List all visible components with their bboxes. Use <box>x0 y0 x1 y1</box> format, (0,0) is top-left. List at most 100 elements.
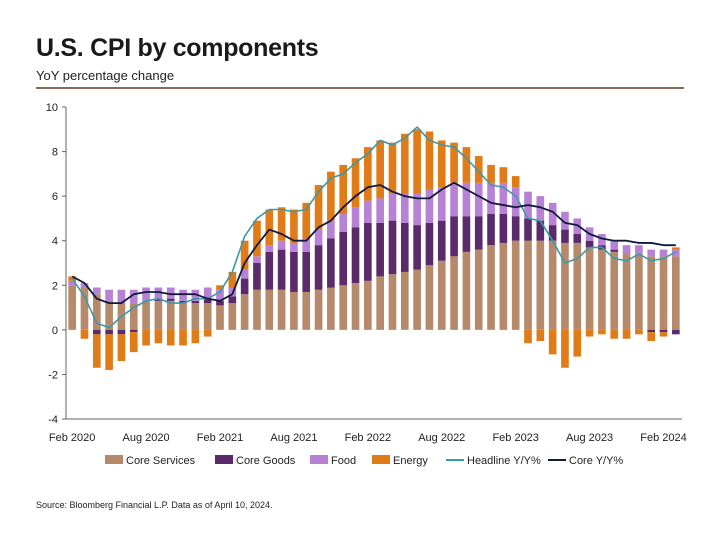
bar-core-goods <box>154 298 163 301</box>
bar-core-services <box>647 256 656 330</box>
legend-label: Energy <box>393 455 428 467</box>
bar-core-goods <box>129 329 138 333</box>
bar-food <box>203 287 212 299</box>
bar-food <box>216 289 224 301</box>
bar-core-services <box>179 303 187 330</box>
bar-core-services <box>216 305 224 330</box>
bar-energy <box>536 329 545 341</box>
bar-food <box>68 280 76 286</box>
legend-label: Core Y/Y% <box>569 455 623 467</box>
bar-core-services <box>92 294 101 330</box>
x-tick-label: Feb 2021 <box>197 432 243 444</box>
bar-core-services <box>487 245 495 330</box>
bar-core-services <box>142 300 150 330</box>
y-tick-label: 0 <box>52 325 58 337</box>
bar-food <box>314 229 323 246</box>
bar-energy <box>437 140 446 188</box>
y-tick-label: -4 <box>48 414 58 426</box>
y-tick-label: 4 <box>52 236 58 248</box>
bar-core-goods <box>511 216 520 241</box>
bar-core-goods <box>561 229 569 243</box>
bar-energy <box>585 329 594 337</box>
bar-energy <box>129 332 138 353</box>
bar-energy <box>216 285 224 290</box>
title-rule <box>36 87 684 89</box>
chart-title: U.S. CPI by components <box>36 34 319 62</box>
bar-core-services <box>166 300 175 330</box>
bar-food <box>142 287 150 301</box>
bar-core-goods <box>228 296 237 304</box>
bar-food <box>672 249 680 257</box>
bar-food <box>450 182 458 217</box>
bar-food <box>388 193 397 221</box>
bar-energy <box>388 142 397 194</box>
bar-core-services <box>585 247 594 330</box>
bar-energy <box>277 207 286 241</box>
bar-core-goods <box>216 300 224 306</box>
bar-core-services <box>573 242 582 330</box>
lines <box>71 126 677 329</box>
bar-food <box>647 249 656 257</box>
bar-food <box>364 200 372 223</box>
bar-energy <box>450 142 458 183</box>
bar-energy <box>400 133 409 194</box>
bar-core-services <box>672 256 680 330</box>
y-tick-label: 2 <box>52 280 58 292</box>
bar-core-services <box>622 254 631 330</box>
bar-core-goods <box>166 298 175 301</box>
bar-core-services <box>265 289 274 330</box>
bar-food <box>105 289 113 301</box>
line-core <box>71 181 676 305</box>
legend-swatch-food <box>310 455 328 464</box>
bar-core-services <box>548 240 557 330</box>
bar-energy <box>166 329 175 346</box>
bar-food <box>573 218 582 235</box>
bar-core-services <box>536 240 545 330</box>
bar-energy <box>265 209 274 246</box>
bar-core-services <box>351 283 360 330</box>
bar-core-goods <box>105 329 113 335</box>
bar-core-goods <box>487 213 495 246</box>
bar-core-goods <box>351 227 360 284</box>
bar-food <box>635 245 643 255</box>
bar-food <box>561 211 569 230</box>
bar-food <box>277 240 286 250</box>
x-tick-label: Feb 2020 <box>49 432 95 444</box>
bar-core-services <box>659 256 668 330</box>
bar-core-services <box>450 256 458 330</box>
bar-core-goods <box>536 220 545 241</box>
bar-core-goods <box>437 220 446 261</box>
bar-core-goods <box>400 222 409 272</box>
axes <box>62 106 682 420</box>
bar-core-services <box>511 240 520 330</box>
bar-core-services <box>203 303 212 330</box>
y-tick-label: 8 <box>52 147 58 159</box>
bar-core-goods <box>253 263 261 290</box>
bar-food <box>191 289 200 301</box>
bar-energy <box>524 329 532 344</box>
bar-food <box>548 202 557 226</box>
bar-core-goods <box>265 251 274 290</box>
bar-food <box>376 198 384 223</box>
bar-energy <box>117 334 126 362</box>
bar-energy <box>487 164 495 183</box>
bar-core-goods <box>364 222 372 281</box>
bar-energy <box>511 176 520 188</box>
bar-core-services <box>68 285 76 330</box>
bar-core-services <box>277 289 286 330</box>
x-tick-label: Aug 2023 <box>566 432 613 444</box>
bar-energy <box>413 129 421 194</box>
bar-energy <box>314 185 323 230</box>
bar-core-services <box>524 240 532 330</box>
bar-core-services <box>425 265 434 330</box>
bar-core-services <box>400 271 409 330</box>
bar-energy <box>462 147 471 183</box>
source-note: Source: Bloomberg Financial L.P. Data as… <box>36 500 273 510</box>
line-headline <box>71 126 677 329</box>
legend-label: Food <box>331 455 356 467</box>
bar-energy <box>240 240 249 270</box>
bar-core-services <box>474 249 483 330</box>
legend-swatch-core-goods <box>215 455 233 464</box>
bar-core-goods <box>117 329 126 335</box>
